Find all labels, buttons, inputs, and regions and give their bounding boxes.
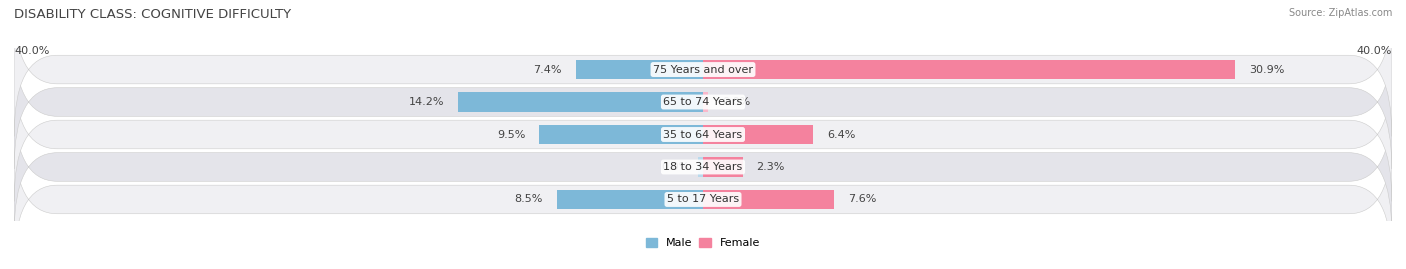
Legend: Male, Female: Male, Female	[641, 234, 765, 253]
Bar	[557, 190, 703, 209]
Bar	[697, 157, 703, 177]
Bar	[703, 60, 1236, 79]
Text: Source: ZipAtlas.com: Source: ZipAtlas.com	[1288, 8, 1392, 18]
Bar	[703, 92, 709, 112]
Text: 0.0%: 0.0%	[661, 162, 689, 172]
Bar	[703, 125, 813, 144]
Text: 14.2%: 14.2%	[409, 97, 444, 107]
Text: 0.0%: 0.0%	[721, 97, 751, 107]
FancyBboxPatch shape	[14, 3, 1392, 136]
Bar	[540, 125, 703, 144]
Text: 35 to 64 Years: 35 to 64 Years	[664, 129, 742, 140]
FancyBboxPatch shape	[14, 68, 1392, 201]
Text: DISABILITY CLASS: COGNITIVE DIFFICULTY: DISABILITY CLASS: COGNITIVE DIFFICULTY	[14, 8, 291, 21]
Bar	[575, 60, 703, 79]
Bar	[458, 92, 703, 112]
Text: 30.9%: 30.9%	[1249, 65, 1284, 75]
Text: 75 Years and over: 75 Years and over	[652, 65, 754, 75]
Text: 7.4%: 7.4%	[533, 65, 562, 75]
Text: 8.5%: 8.5%	[515, 194, 543, 204]
Text: 9.5%: 9.5%	[498, 129, 526, 140]
Text: 6.4%: 6.4%	[827, 129, 855, 140]
FancyBboxPatch shape	[14, 35, 1392, 169]
Text: 5 to 17 Years: 5 to 17 Years	[666, 194, 740, 204]
Bar	[703, 157, 742, 177]
FancyBboxPatch shape	[14, 133, 1392, 266]
Text: 40.0%: 40.0%	[1357, 46, 1392, 56]
Text: 40.0%: 40.0%	[14, 46, 49, 56]
Bar	[703, 190, 834, 209]
Text: 2.3%: 2.3%	[756, 162, 785, 172]
FancyBboxPatch shape	[14, 100, 1392, 234]
Text: 7.6%: 7.6%	[848, 194, 876, 204]
Text: 65 to 74 Years: 65 to 74 Years	[664, 97, 742, 107]
Text: 18 to 34 Years: 18 to 34 Years	[664, 162, 742, 172]
